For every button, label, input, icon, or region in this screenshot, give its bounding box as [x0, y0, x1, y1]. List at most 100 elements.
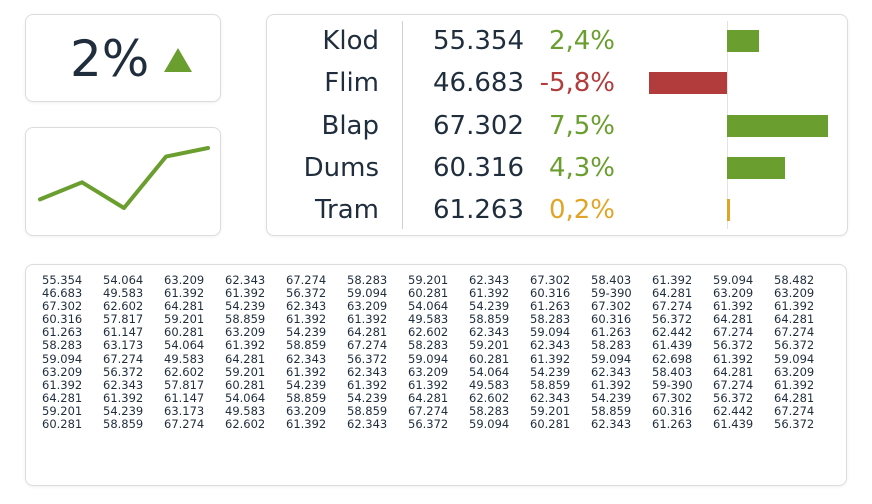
table-cell: 58.859	[591, 403, 632, 418]
table-cell: 67.274	[713, 325, 754, 340]
data-table-card: 55.354 54.064 63.209 62.343 67.274 58.283 59.2…	[25, 264, 847, 486]
table-cell: 62.343	[591, 364, 632, 379]
table-cell: 54.064	[469, 364, 510, 379]
metrics-divider	[402, 21, 403, 229]
metric-bar	[727, 30, 760, 52]
table-cell: 61.392	[713, 299, 754, 314]
table-cell: 58.859	[469, 312, 510, 327]
table-cell: 58.482	[774, 273, 815, 287]
table-cell: 49.583	[164, 351, 205, 366]
trend-up-icon	[164, 48, 192, 72]
table-cell: 60.316	[591, 312, 632, 327]
table-cell: 59.201	[408, 273, 449, 287]
metric-bar	[727, 114, 829, 137]
table-cell: 63.173	[103, 338, 144, 353]
metric-value: 46.683	[433, 68, 524, 99]
table-cell: 54.239	[286, 325, 327, 340]
table-cell: 62.442	[713, 403, 754, 418]
table-cell: 58.403	[652, 364, 693, 379]
table-cell: 61.392	[530, 351, 571, 366]
table-cell: 62.343	[225, 273, 266, 287]
table-cell: 56.372	[103, 364, 144, 379]
kpi-value: 2%	[70, 30, 150, 88]
table-cell: 62.343	[591, 417, 632, 432]
table-cell: 63.209	[286, 403, 327, 418]
table-cell: 58.859	[286, 338, 327, 353]
table-cell: 63.209	[225, 325, 266, 340]
table-cell: 62.343	[286, 351, 327, 366]
table-cell: 54.064	[103, 273, 144, 287]
table-cell: 61.263	[652, 417, 693, 432]
table-cell: 67.274	[408, 403, 449, 418]
table-cell: 60.281	[225, 377, 266, 392]
table-cell: 61.392	[774, 299, 815, 314]
table-cell: 67.274	[347, 338, 388, 353]
table-cell: 59.201	[164, 312, 205, 327]
metric-row: Blap 67.302 7,5%	[267, 105, 847, 147]
table-cell: 67.274	[164, 417, 205, 432]
table-cell: 56.372	[774, 338, 815, 353]
table-cell: 46.683	[42, 286, 83, 301]
sparkline-line	[38, 146, 210, 210]
sparkline-card	[25, 127, 221, 236]
table-cell: 62.343	[347, 417, 388, 432]
metric-name: Tram	[314, 195, 379, 226]
table-cell: 60.316	[652, 403, 693, 418]
metric-name: Dums	[303, 152, 379, 183]
table-cell: 64.281	[713, 312, 754, 327]
metric-bar	[648, 72, 727, 95]
table-cell: 61.392	[347, 312, 388, 327]
table-cell: 59-390	[652, 377, 693, 392]
table-cell: 63.173	[164, 403, 205, 418]
metric-change: 7,5%	[548, 110, 615, 141]
table-cell: 61.263	[42, 325, 83, 340]
table-cell: 49.583	[103, 286, 144, 301]
metric-value: 60.316	[433, 152, 524, 183]
table-cell: 67.274	[652, 299, 693, 314]
table-cell: 67.302	[652, 390, 693, 405]
table-cell: 62.343	[286, 299, 327, 314]
table-cell: 61.392	[591, 377, 632, 392]
table-cell: 60.316	[530, 286, 571, 301]
table-cell: 62.343	[530, 390, 571, 405]
table-cell: 64.281	[225, 351, 266, 366]
metric-row: Dums 60.316 4,3%	[267, 147, 847, 189]
table-cell: 58.859	[103, 417, 144, 432]
table-cell: 64.281	[713, 364, 754, 379]
table-cell: 54.239	[225, 299, 266, 314]
table-cell: 61.392	[347, 377, 388, 392]
table-cell: 67.274	[713, 377, 754, 392]
table-cell: 58.283	[469, 403, 510, 418]
table-cell: 63.209	[347, 299, 388, 314]
metric-value: 55.354	[433, 26, 524, 56]
table-cell: 61.392	[774, 377, 815, 392]
table-cell: 61.147	[164, 390, 205, 405]
table-cell: 61.263	[530, 299, 571, 314]
table-cell: 67.274	[286, 273, 327, 287]
metric-value: 61.263	[433, 195, 524, 226]
table-cell: 58.859	[530, 377, 571, 392]
table-cell: 56.372	[774, 417, 815, 432]
table-cell: 58.283	[42, 338, 83, 353]
kpi-card: 2%	[25, 14, 221, 102]
table-cell: 61.147	[103, 325, 144, 340]
table-cell: 64.281	[774, 312, 815, 327]
table-cell: 59.201	[530, 403, 571, 418]
table-cell: 56.372	[713, 390, 754, 405]
table-cell: 59.094	[530, 325, 571, 340]
table-cell: 67.302	[530, 273, 571, 287]
table-cell: 61.392	[286, 312, 327, 327]
table-cell: 54.239	[469, 299, 510, 314]
table-cell: 62.343	[347, 364, 388, 379]
table-cell: 62.343	[469, 325, 510, 340]
table-cell: 60.281	[42, 417, 83, 432]
table-cell: 54.239	[347, 390, 388, 405]
table-cell: 61.392	[103, 390, 144, 405]
table-cell: 60.281	[469, 351, 510, 366]
table-cell: 63.209	[774, 364, 815, 379]
table-cell: 58.283	[591, 338, 632, 353]
table-cell: 61.392	[713, 351, 754, 366]
table-cell: 59.201	[469, 338, 510, 353]
metric-change: -5,8%	[539, 68, 615, 99]
metric-row: Tram 61.263 0,2%	[267, 189, 847, 231]
